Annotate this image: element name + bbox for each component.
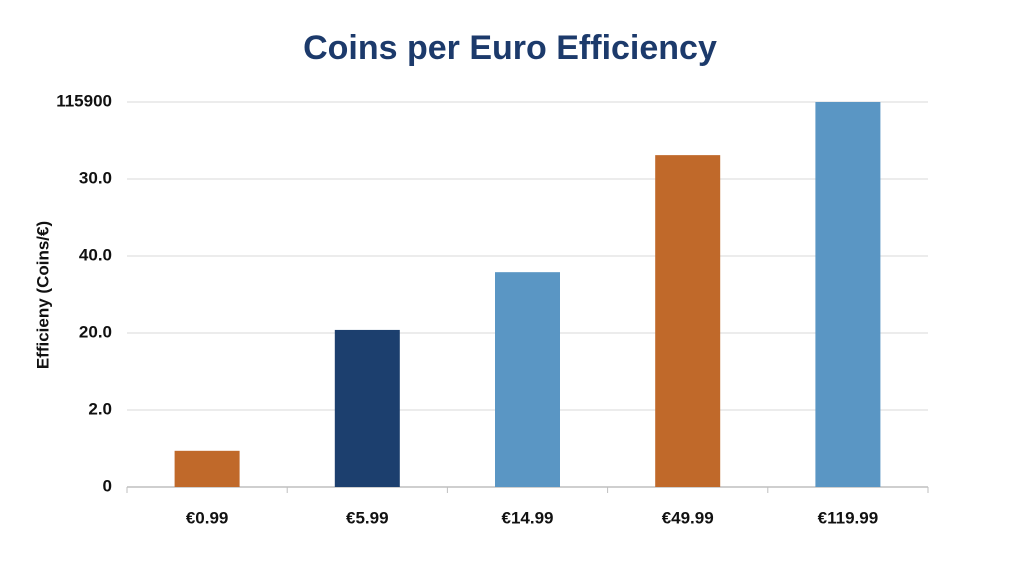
bar (334, 329, 400, 487)
bar (815, 102, 881, 487)
x-tick-label: €5.99 (346, 508, 389, 527)
x-tick-label: €49.99 (662, 508, 714, 527)
y-tick-label: 2.0 (88, 399, 112, 418)
x-tick-label: €0.99 (186, 508, 229, 527)
y-tick-label: 0 (103, 476, 112, 495)
y-tick-label: 115900 (56, 91, 112, 110)
y-tick-label: 30.0 (79, 168, 112, 187)
x-tick-label: €119.99 (818, 508, 879, 527)
y-tick-label: 20.0 (79, 322, 112, 341)
x-tick-label: €14.99 (502, 508, 554, 527)
chart-title: Coins per Euro Efficiency (303, 29, 717, 67)
bar (655, 155, 721, 487)
y-axis-label: Efficieny (Coins/€) (33, 221, 52, 369)
bar (495, 272, 560, 487)
bar (174, 450, 240, 487)
y-tick-label: 40.0 (79, 245, 112, 264)
